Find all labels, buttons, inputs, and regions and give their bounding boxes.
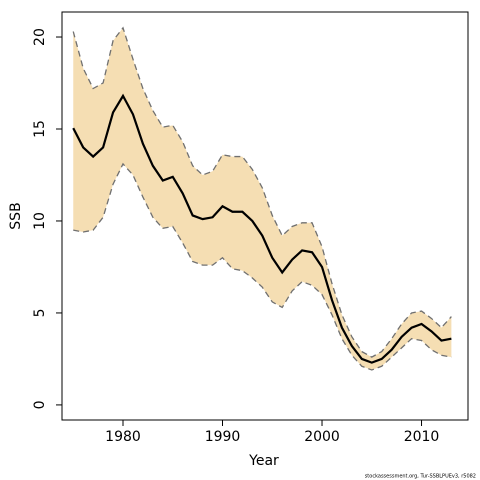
x-tick-label: 1980 <box>105 429 141 445</box>
x-axis-title: Year <box>248 453 279 469</box>
series-line <box>73 162 452 371</box>
y-tick-label: 20 <box>32 28 48 46</box>
plot-frame <box>61 11 469 421</box>
footnote: stockassessment.org, Tur-SSBLPUEv3, r508… <box>365 474 476 480</box>
series-line <box>72 26 452 358</box>
y-tick-label: 0 <box>32 400 48 409</box>
y-tick-label: 15 <box>32 120 48 138</box>
x-tick-label: 2010 <box>404 429 440 445</box>
y-tick-label: 10 <box>32 212 48 230</box>
x-tick-label: 1990 <box>205 429 241 445</box>
series-line <box>72 93 452 364</box>
confidence-band <box>73 27 452 370</box>
x-tick-label: 2000 <box>304 429 340 445</box>
y-axis-title: SSB <box>8 202 24 229</box>
y-tick-label: 5 <box>32 308 48 317</box>
